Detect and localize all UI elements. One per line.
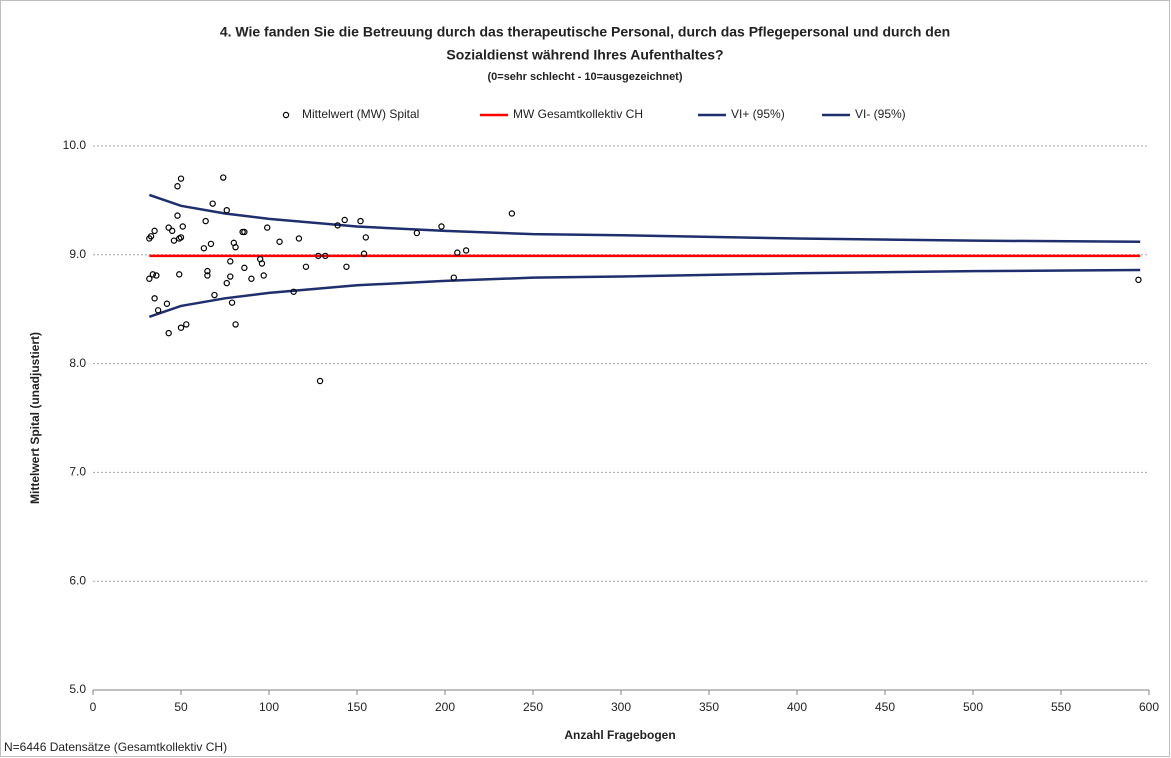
data-point bbox=[154, 307, 162, 314]
data-point bbox=[341, 216, 348, 224]
x-tick-label: 200 bbox=[435, 700, 455, 714]
y-tick-label: 7.0 bbox=[69, 465, 86, 479]
legend-label: Mittelwert (MW) Spital bbox=[302, 107, 419, 121]
data-point bbox=[295, 235, 303, 242]
data-point bbox=[223, 206, 230, 214]
data-point bbox=[168, 227, 176, 235]
data-point bbox=[227, 273, 234, 280]
data-point bbox=[462, 247, 470, 254]
series-line bbox=[148, 193, 1141, 243]
data-point bbox=[183, 321, 190, 328]
chart-title: Sozialdienst während Ihres Aufenthaltes? bbox=[446, 47, 723, 63]
data-point bbox=[1135, 276, 1142, 284]
data-point bbox=[264, 224, 271, 231]
data-point bbox=[228, 299, 236, 306]
data-point bbox=[316, 377, 324, 385]
data-point bbox=[438, 223, 445, 230]
data-point bbox=[177, 324, 185, 331]
data-point bbox=[241, 264, 248, 272]
x-tick-label: 400 bbox=[787, 700, 807, 714]
data-point bbox=[223, 279, 230, 287]
data-point bbox=[290, 288, 297, 295]
x-axis-label: Anzahl Fragebogen bbox=[564, 728, 675, 742]
data-point bbox=[177, 234, 185, 241]
y-tick-label: 10.0 bbox=[63, 138, 87, 152]
data-point bbox=[147, 233, 155, 240]
data-point bbox=[165, 224, 172, 231]
data-point bbox=[322, 252, 329, 260]
data-point bbox=[204, 267, 211, 275]
data-point bbox=[343, 263, 350, 270]
data-point bbox=[170, 237, 178, 244]
data-point bbox=[153, 272, 160, 279]
data-point bbox=[200, 245, 208, 252]
y-tick-label: 8.0 bbox=[69, 356, 86, 370]
x-tick-label: 300 bbox=[611, 700, 631, 714]
x-tick-label: 50 bbox=[174, 700, 188, 714]
x-tick-label: 150 bbox=[347, 700, 367, 714]
data-point bbox=[149, 271, 157, 278]
data-point bbox=[450, 274, 457, 281]
x-tick-label: 100 bbox=[259, 700, 279, 714]
x-tick-label: 600 bbox=[1139, 700, 1159, 714]
legend-label: VI+ (95%) bbox=[731, 107, 785, 121]
legend-marker bbox=[282, 111, 290, 119]
data-point bbox=[151, 227, 158, 235]
x-tick-label: 250 bbox=[523, 700, 543, 714]
data-point bbox=[302, 263, 310, 270]
data-point bbox=[357, 217, 364, 225]
y-tick-label: 5.0 bbox=[69, 682, 86, 696]
data-point bbox=[241, 228, 248, 236]
data-point bbox=[227, 258, 234, 265]
data-point bbox=[276, 238, 283, 245]
data-point bbox=[220, 174, 227, 181]
legend-label: VI- (95%) bbox=[855, 107, 906, 121]
data-point bbox=[454, 249, 461, 256]
data-point bbox=[315, 252, 322, 260]
x-tick-label: 550 bbox=[1051, 700, 1071, 714]
data-point bbox=[248, 275, 255, 282]
series-line bbox=[148, 268, 1141, 318]
data-point bbox=[360, 250, 368, 257]
x-tick-label: 450 bbox=[875, 700, 895, 714]
data-point bbox=[202, 217, 209, 225]
data-point bbox=[334, 222, 341, 229]
data-point bbox=[179, 223, 186, 230]
data-point bbox=[209, 200, 216, 207]
data-point bbox=[163, 300, 171, 307]
data-point bbox=[232, 321, 239, 328]
data-point bbox=[177, 175, 185, 182]
data-point bbox=[174, 183, 181, 190]
x-tick-label: 0 bbox=[90, 700, 97, 714]
data-point bbox=[174, 212, 181, 219]
chart-title: 4. Wie fanden Sie die Betreuung durch da… bbox=[220, 24, 950, 40]
y-axis-label: Mittelwert Spital (unadjustiert) bbox=[28, 332, 42, 504]
data-point bbox=[151, 295, 158, 302]
y-tick-label: 9.0 bbox=[69, 247, 86, 261]
x-tick-label: 500 bbox=[963, 700, 983, 714]
legend-label: MW Gesamtkollektiv CH bbox=[513, 107, 643, 121]
data-point bbox=[211, 291, 218, 299]
data-point bbox=[362, 234, 369, 241]
data-point bbox=[146, 275, 153, 282]
data-point bbox=[260, 272, 267, 279]
data-point bbox=[508, 210, 516, 217]
footnote: N=6446 Datensätze (Gesamtkollektiv CH) bbox=[4, 740, 227, 754]
data-point bbox=[207, 240, 215, 248]
y-tick-label: 6.0 bbox=[69, 573, 86, 587]
x-tick-label: 350 bbox=[699, 700, 719, 714]
chart-subtitle: (0=sehr schlecht - 10=ausgezeichnet) bbox=[487, 71, 682, 83]
data-point bbox=[176, 271, 183, 278]
data-point bbox=[232, 243, 239, 251]
data-point bbox=[258, 260, 266, 267]
data-point bbox=[165, 329, 172, 337]
data-point bbox=[204, 272, 211, 279]
data-point bbox=[413, 229, 421, 237]
